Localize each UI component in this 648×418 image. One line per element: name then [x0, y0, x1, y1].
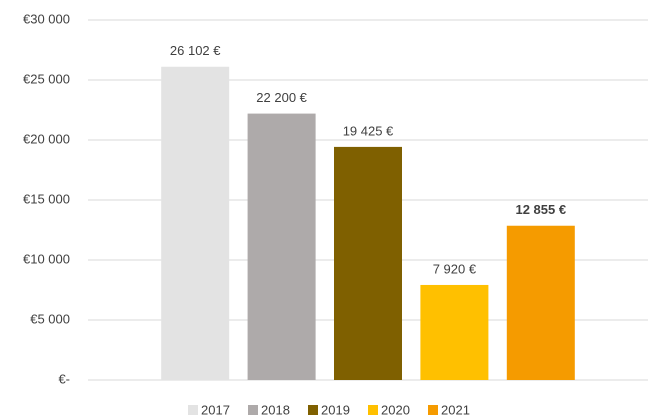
data-label: 7 920 €: [433, 261, 477, 276]
y-tick-label: €30 000: [23, 11, 70, 26]
legend-swatch: [308, 405, 318, 415]
legend-label: 2018: [261, 402, 290, 417]
legend-label: 2017: [201, 402, 230, 417]
bar: [161, 66, 230, 380]
data-label: 22 200 €: [256, 90, 307, 105]
legend-swatch: [428, 405, 438, 415]
legend-swatch: [368, 405, 378, 415]
y-tick-label: €20 000: [23, 131, 70, 146]
bar: [247, 113, 316, 380]
y-tick-label: €15 000: [23, 191, 70, 206]
y-tick-label: €5 000: [30, 311, 70, 326]
y-tick-label: €10 000: [23, 251, 70, 266]
data-label: 26 102 €: [170, 43, 221, 58]
legend-label: 2020: [381, 402, 410, 417]
data-label: 19 425 €: [343, 123, 394, 138]
legend-label: 2019: [321, 402, 350, 417]
bar: [334, 146, 402, 380]
y-tick-label: €25 000: [23, 71, 70, 86]
data-label: 12 855 €: [515, 202, 566, 217]
y-tick-label: €-: [58, 371, 70, 386]
legend-swatch: [188, 405, 198, 415]
legend-label: 2021: [441, 402, 470, 417]
legend-swatch: [248, 405, 258, 415]
bar: [506, 225, 575, 380]
bar: [420, 284, 489, 380]
